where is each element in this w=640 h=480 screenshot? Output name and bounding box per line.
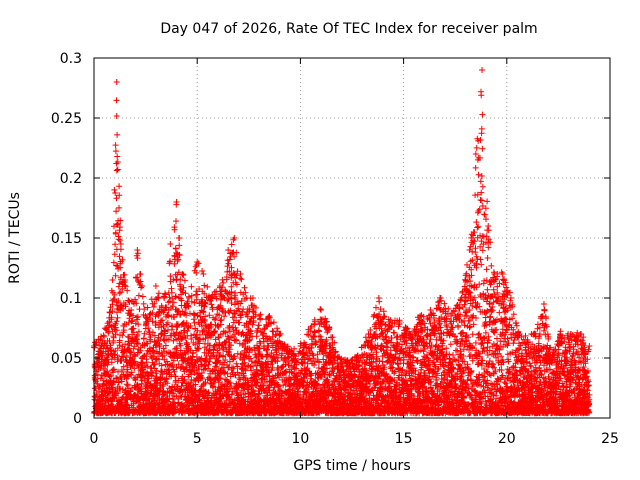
roti-peak-point bbox=[355, 355, 362, 361]
roti-peak-point bbox=[524, 337, 531, 343]
y-tick-label: 0.25 bbox=[51, 111, 82, 127]
roti-peak-point bbox=[117, 241, 124, 247]
roti-peak-point bbox=[276, 331, 283, 337]
roti-peak-point bbox=[179, 271, 186, 277]
roti-peak-point bbox=[417, 313, 424, 319]
roti-peak-point bbox=[318, 307, 325, 313]
roti-peak-point bbox=[326, 325, 333, 331]
roti-peak-point bbox=[344, 361, 351, 367]
roti-peak-point bbox=[225, 247, 232, 253]
roti-peak-point bbox=[216, 283, 223, 289]
roti-peak-point bbox=[113, 79, 120, 85]
roti-peak-point bbox=[134, 247, 141, 253]
roti-peak-point bbox=[479, 67, 486, 73]
y-tick-label: 0.3 bbox=[60, 51, 82, 67]
roti-peak-point bbox=[466, 247, 473, 253]
roti-peak-point bbox=[578, 331, 585, 337]
roti-peak-point bbox=[448, 313, 455, 319]
x-tick-label: 20 bbox=[498, 431, 516, 447]
roti-peak-point bbox=[540, 301, 547, 307]
y-tick-label: 0.15 bbox=[51, 231, 82, 247]
roti-peak-point bbox=[532, 331, 539, 337]
roti-peak-point bbox=[237, 271, 244, 277]
y-tick-label: 0.1 bbox=[60, 291, 82, 307]
roti-peak-point bbox=[200, 271, 207, 277]
roti-peak-point bbox=[437, 295, 444, 301]
roti-peak-point bbox=[586, 343, 593, 349]
x-tick-label: 10 bbox=[291, 431, 309, 447]
roti-peak-point bbox=[427, 307, 434, 313]
y-axis: 0 0.05 0.1 0.15 0.2 0.25 0.3 bbox=[51, 51, 610, 427]
roti-peak-point bbox=[386, 319, 393, 325]
roti-peak-point bbox=[334, 355, 341, 361]
x-tick-label: 0 bbox=[90, 431, 99, 447]
roti-peak-point bbox=[516, 331, 523, 337]
roti-peak-point bbox=[97, 337, 104, 343]
roti-peak-point bbox=[121, 277, 128, 283]
x-tick-label: 25 bbox=[601, 431, 619, 447]
roti-peak-point bbox=[256, 313, 263, 319]
roti-peak-point bbox=[103, 325, 110, 331]
roti-peak-point bbox=[307, 325, 314, 331]
roti-peak-point bbox=[507, 295, 514, 301]
roti-peak-point bbox=[249, 295, 256, 301]
roti-peak-point bbox=[567, 331, 574, 337]
roti-peak-point bbox=[194, 259, 201, 265]
roti-peak-point bbox=[243, 295, 250, 301]
x-axis: 0 5 10 15 20 25 bbox=[90, 58, 619, 447]
roti-peak-point bbox=[485, 223, 492, 229]
x-tick-label: 5 bbox=[193, 431, 202, 447]
roti-peak-point bbox=[499, 271, 506, 277]
roti-peak-point bbox=[142, 313, 149, 319]
roti-peak-point bbox=[297, 343, 304, 349]
roti-peak-point bbox=[231, 235, 238, 241]
roti-peak-point bbox=[152, 283, 159, 289]
roti-peak-point bbox=[161, 295, 168, 301]
y-tick-label: 0.2 bbox=[60, 171, 82, 187]
roti-points bbox=[91, 88, 593, 417]
roti-peak-point bbox=[109, 277, 116, 283]
y-axis-label: ROTI / TECUs bbox=[7, 192, 23, 284]
roti-peak-point bbox=[266, 313, 273, 319]
roti-peak-point bbox=[472, 151, 479, 157]
roti-peak-point bbox=[557, 331, 564, 337]
roti-peak-point bbox=[167, 241, 174, 247]
roti-peak-point bbox=[287, 349, 294, 355]
x-tick-label: 15 bbox=[395, 431, 413, 447]
y-tick-label: 0 bbox=[73, 411, 82, 427]
x-axis-label: GPS time / hours bbox=[293, 458, 410, 474]
roti-peak-point bbox=[549, 355, 556, 361]
roti-peak-point bbox=[491, 271, 498, 277]
roti-peak-point bbox=[128, 307, 135, 313]
roti-peak-point bbox=[365, 331, 372, 337]
data-points bbox=[91, 67, 593, 417]
roti-peak-point bbox=[208, 295, 215, 301]
roti-peak-point bbox=[185, 295, 192, 301]
roti-peak-point bbox=[406, 331, 413, 337]
roti-peak-point bbox=[173, 199, 180, 205]
roti-peak-point bbox=[375, 295, 382, 301]
roti-peak-point bbox=[458, 295, 465, 301]
roti-peak-point bbox=[396, 319, 403, 325]
y-tick-label: 0.05 bbox=[51, 351, 82, 367]
chart-title: Day 047 of 2026, Rate Of TEC Index for r… bbox=[160, 21, 537, 37]
